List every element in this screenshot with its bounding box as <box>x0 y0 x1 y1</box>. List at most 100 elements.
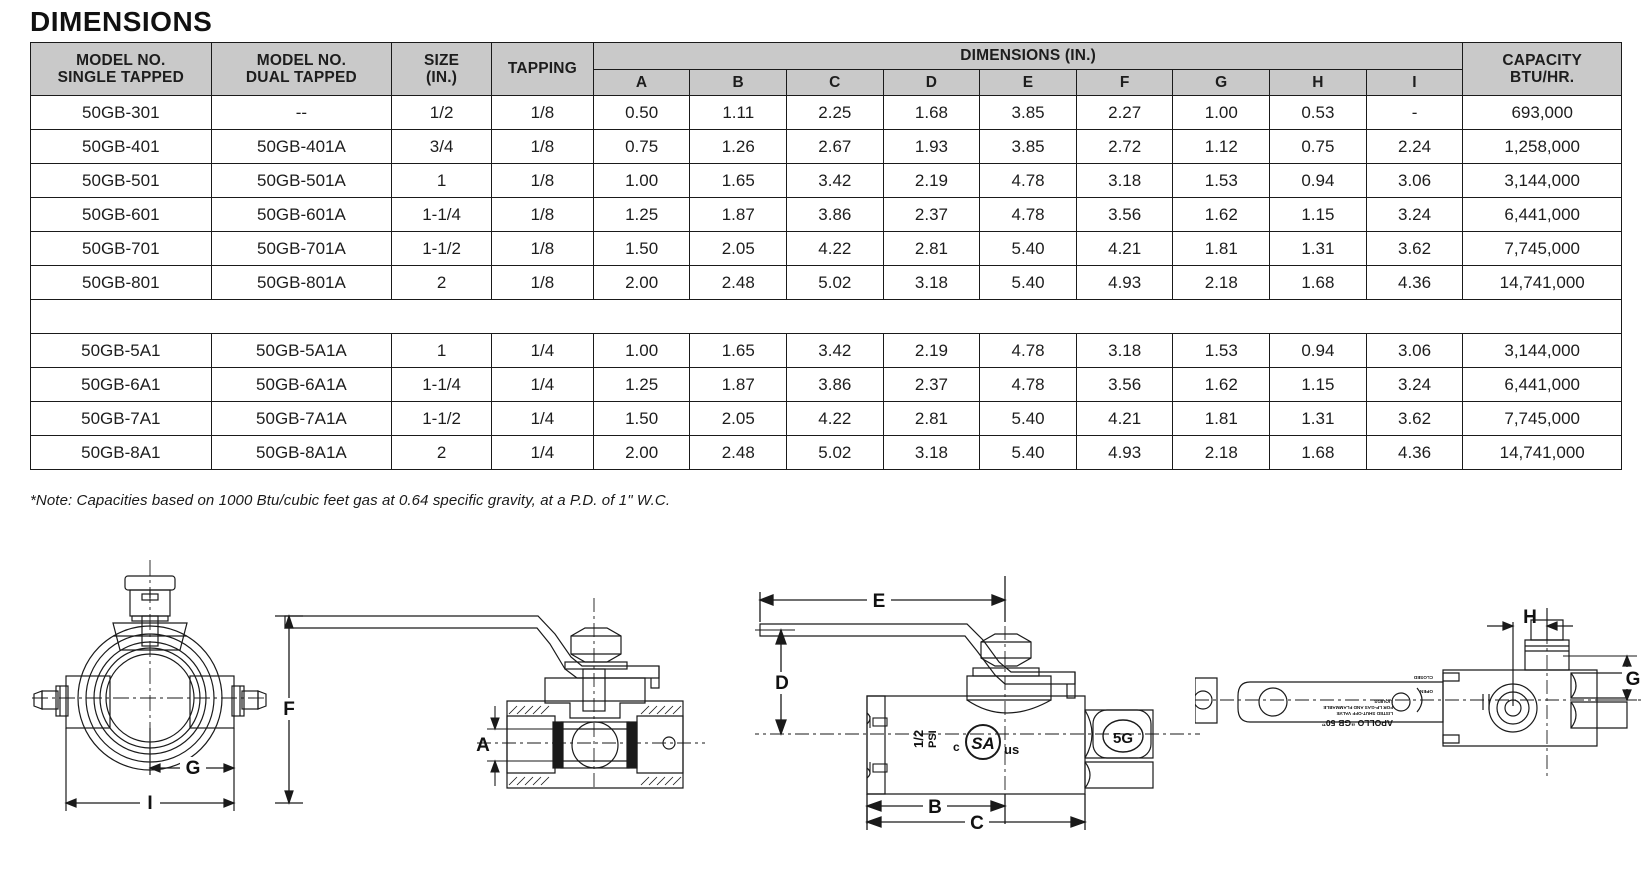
cell-model-dual: 50GB-601A <box>210 197 393 233</box>
cell-size: 1/2 <box>391 95 492 131</box>
cell-size: 1 <box>391 333 492 369</box>
cell-model-single: 50GB-501 <box>30 163 212 199</box>
figure3-label-d: D <box>775 673 789 694</box>
cell-size: 3/4 <box>391 129 492 165</box>
table-row: 50GB-7A1 50GB-7A1A 1-1/2 1/4 1.50 2.05 4.22 2.8… <box>30 401 1622 437</box>
cell-dim-e: 4.78 <box>979 163 1077 199</box>
dimensions-table: MODEL NO. SINGLE TAPPED MODEL NO. DUAL T… <box>30 41 1622 471</box>
cell-dim-c: 3.86 <box>786 367 884 403</box>
cell-dim-a: 1.00 <box>592 163 691 199</box>
page-title: DIMENSIONS <box>30 6 213 37</box>
table-row: 50GB-501 50GB-501A 1 1/8 1.00 1.65 3.42 2.19 4.7… <box>30 163 1622 199</box>
cell-dim-i: 3.62 <box>1365 401 1464 437</box>
cell-dim-c: 5.02 <box>786 265 884 301</box>
cell-capacity: 14,741,000 <box>1462 435 1622 471</box>
cell-dim-g: 1.00 <box>1172 95 1271 131</box>
figure3-group-mark: 5G <box>1113 730 1133 747</box>
cell-dim-f: 3.56 <box>1075 197 1174 233</box>
cell-tapping: 1/8 <box>490 197 594 233</box>
header-letter-c: C <box>786 68 884 97</box>
cell-capacity: 7,745,000 <box>1462 401 1622 437</box>
cell-dim-d: 2.81 <box>882 231 981 267</box>
header-capacity: CAPACITY BTU/HR. <box>1462 41 1622 97</box>
figure3-cert-us: us <box>1004 742 1019 757</box>
cell-dim-f: 4.93 <box>1075 435 1174 471</box>
cell-dim-c: 3.42 <box>786 333 884 369</box>
cell-dim-c: 5.02 <box>786 435 884 471</box>
header-tapping: TAPPING <box>490 41 594 97</box>
cell-size: 2 <box>391 435 492 471</box>
table-row: 50GB-8A1 50GB-8A1A 2 1/4 2.00 2.48 5.02 3.18 5.4… <box>30 435 1622 471</box>
cell-dim-g: 1.81 <box>1172 401 1271 437</box>
cell-dim-d: 2.19 <box>882 163 981 199</box>
figure3-group-circle <box>1102 719 1144 753</box>
cell-model-single: 50GB-7A1 <box>30 401 212 437</box>
cell-dim-d: 2.37 <box>882 367 981 403</box>
figure1-label-g: G <box>186 758 201 779</box>
figure4-handle-line2: FOR LP-GAS AND FLAMMABLE <box>1323 705 1393 710</box>
cell-dim-c: 3.86 <box>786 197 884 233</box>
header-letter-b: B <box>689 68 788 97</box>
dimensions-table-container: MODEL NO. SINGLE TAPPED MODEL NO. DUAL T… <box>30 41 1622 471</box>
cell-dim-f: 4.21 <box>1075 401 1174 437</box>
figure4-label-h: H <box>1523 607 1537 628</box>
cell-capacity: 14,741,000 <box>1462 265 1622 301</box>
cell-size: 1-1/4 <box>391 367 492 403</box>
cell-dim-f: 2.27 <box>1075 95 1174 131</box>
cell-model-single: 50GB-8A1 <box>30 435 212 471</box>
cell-dim-c: 2.67 <box>786 129 884 165</box>
cell-dim-i: 2.24 <box>1365 129 1464 165</box>
cell-dim-h: 1.15 <box>1269 367 1367 403</box>
cell-capacity: 6,441,000 <box>1462 197 1622 233</box>
figure-side-view: 1/2 PSI c SA us 5G <box>755 548 1200 833</box>
technical-drawings: G I <box>0 528 1651 879</box>
figure4-mark-closed: CLOSED <box>1413 675 1433 680</box>
figure-section-view: F A <box>255 538 705 828</box>
cell-size: 1-1/4 <box>391 197 492 233</box>
figure4-label-g: G <box>1626 669 1641 690</box>
cell-capacity: 1,258,000 <box>1462 129 1622 165</box>
cell-dim-h: 1.31 <box>1269 231 1367 267</box>
cell-tapping: 1/8 <box>490 163 594 199</box>
cell-dim-a: 1.50 <box>592 231 691 267</box>
cell-size: 1 <box>391 163 492 199</box>
cell-dim-f: 3.56 <box>1075 367 1174 403</box>
header-size-line2: (IN.) <box>426 69 458 87</box>
cell-dim-h: 1.68 <box>1269 435 1367 471</box>
cell-dim-e: 4.78 <box>979 333 1077 369</box>
cell-tapping: 1/8 <box>490 129 594 165</box>
cell-dim-c: 4.22 <box>786 231 884 267</box>
cell-dim-e: 4.78 <box>979 367 1077 403</box>
figure4-mark-open: OPEN <box>1419 689 1433 694</box>
cell-dim-g: 1.12 <box>1172 129 1271 165</box>
cell-dim-g: 1.53 <box>1172 163 1271 199</box>
cell-model-dual: -- <box>210 95 393 131</box>
figure-side-view-svg: 1/2 PSI c SA us 5G <box>755 576 1200 833</box>
table-row: 50GB-6A1 50GB-6A1A 1-1/4 1/4 1.25 1.87 3.86 2.3… <box>30 367 1622 403</box>
header-capacity-line2: BTU/HR. <box>1510 69 1575 87</box>
cell-dim-g: 2.18 <box>1172 265 1271 301</box>
cell-dim-c: 3.42 <box>786 163 884 199</box>
cell-dim-e: 3.85 <box>979 95 1077 131</box>
table-row: 50GB-801 50GB-801A 2 1/8 2.00 2.48 5.02 3.18 5.4… <box>30 265 1622 301</box>
cell-dim-f: 4.93 <box>1075 265 1174 301</box>
header-dimensions-group: DIMENSIONS (IN.) <box>592 42 1464 70</box>
cell-size: 1-1/2 <box>391 231 492 267</box>
table-row: 50GB-301 -- 1/2 1/8 0.50 1.11 2.25 1.68 3.85 2.27… <box>30 95 1622 131</box>
cell-dim-a: 2.00 <box>592 435 691 471</box>
header-letter-d: D <box>882 68 981 97</box>
cell-size: 1-1/2 <box>391 401 492 437</box>
cell-dim-b: 2.48 <box>689 265 788 301</box>
cell-dim-c: 4.22 <box>786 401 884 437</box>
cell-dim-e: 4.78 <box>979 197 1077 233</box>
figure3-label-c: C <box>970 813 984 833</box>
cell-dim-e: 5.40 <box>979 265 1077 301</box>
cell-dim-e: 5.40 <box>979 231 1077 267</box>
cell-dim-h: 0.94 <box>1269 163 1367 199</box>
cell-dim-d: 2.19 <box>882 333 981 369</box>
cell-dim-h: 1.68 <box>1269 265 1367 301</box>
cell-dim-f: 3.18 <box>1075 163 1174 199</box>
table-row: 50GB-401 50GB-401A 3/4 1/8 0.75 1.26 2.67 1.93 3… <box>30 129 1622 165</box>
cell-dim-d: 1.93 <box>882 129 981 165</box>
cell-model-single: 50GB-301 <box>30 95 212 131</box>
